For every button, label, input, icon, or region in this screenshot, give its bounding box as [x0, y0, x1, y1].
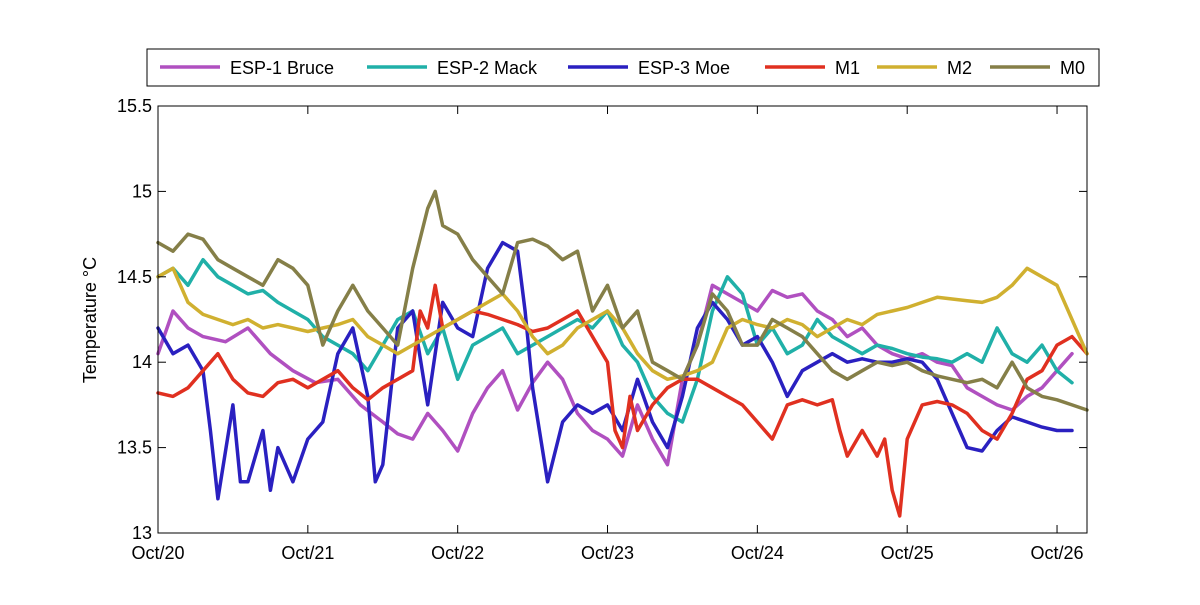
y-tick-label: 15.5 [117, 96, 152, 116]
ticks-layer: Oct/20 Oct/21 Oct/22 Oct/23 Oct/24 Oct/25 Oct/… [117, 96, 1087, 563]
legend-label-m1: M1 [835, 58, 860, 78]
x-tick-label: Oct/20 [131, 543, 184, 563]
legend-label-esp-1-bruce: ESP-1 Bruce [230, 58, 334, 78]
legend-label-m0: M0 [1060, 58, 1085, 78]
x-tick-label: Oct/26 [1031, 543, 1084, 563]
legend-label-esp-2-mack: ESP-2 Mack [437, 58, 538, 78]
x-tick-label: Oct/25 [881, 543, 934, 563]
x-tick-label: Oct/23 [581, 543, 634, 563]
plot-background [158, 106, 1087, 533]
x-tick-label: Oct/24 [731, 543, 784, 563]
y-tick-label: 13 [132, 523, 152, 543]
series-line-m0 [156, 189, 1089, 412]
series-line-m1 [156, 283, 1089, 518]
series-line-esp-2-mack [156, 257, 1074, 424]
legend-label-m2: M2 [947, 58, 972, 78]
y-tick-label: 13.5 [117, 438, 152, 458]
series-layer [156, 189, 1089, 518]
y-tick-label: 14.5 [117, 267, 152, 287]
x-tick-label: Oct/21 [281, 543, 334, 563]
legend: ESP-1 Bruce ESP-2 Mack ESP-3 Moe M1 M2 M0 [146, 48, 1100, 87]
y-tick-label: 14 [132, 352, 152, 372]
plot-frame [157, 105, 1088, 534]
x-tick-label: Oct/22 [431, 543, 484, 563]
legend-label-esp-3-moe: ESP-3 Moe [638, 58, 730, 78]
series-line-esp-3-moe [156, 240, 1074, 501]
y-axis-label: Temperature °C [80, 257, 100, 383]
y-tick-label: 15 [132, 181, 152, 201]
